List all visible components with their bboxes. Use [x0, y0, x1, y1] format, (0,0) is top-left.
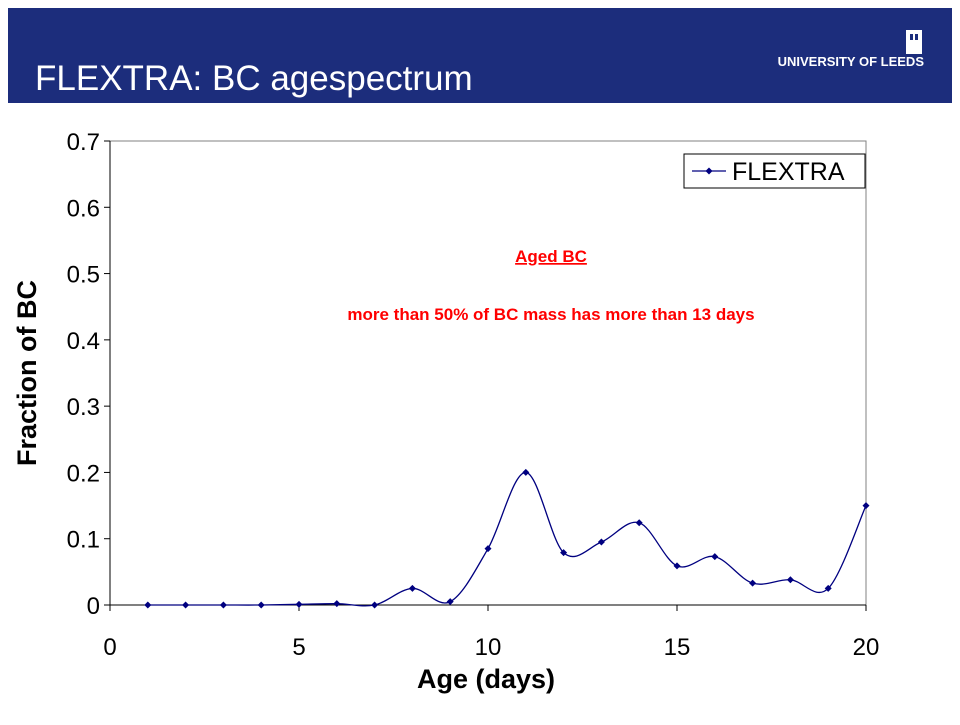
point [144, 601, 152, 609]
x-tick-label: 5 [292, 634, 305, 661]
point [824, 584, 832, 592]
x-tick-label: 15 [664, 634, 691, 661]
y-tick-label: 0.4 [67, 328, 100, 355]
point [862, 502, 870, 510]
slide-title: FLEXTRA: BC agespectrum [35, 59, 473, 98]
point [257, 601, 265, 609]
logo-icon [906, 30, 922, 54]
y-tick-label: 0 [87, 593, 100, 620]
x-tick-label: 0 [103, 634, 116, 661]
point [673, 562, 681, 570]
y-axis-title: Fraction of BC [12, 280, 42, 466]
x-tick-label: 10 [475, 634, 502, 661]
point [749, 579, 757, 587]
y-tick-label: 0.3 [67, 394, 100, 421]
point [408, 584, 416, 592]
logo-text: UNIVERSITY OF LEEDS [778, 54, 925, 69]
plot-frame [109, 140, 867, 606]
header-band [8, 8, 952, 103]
y-tick-label: 0.6 [67, 195, 100, 222]
annotation: Aged BC [515, 247, 587, 266]
point [295, 600, 303, 608]
point [522, 468, 530, 476]
point [371, 601, 379, 609]
x-axis-title: Age (days) [417, 664, 555, 694]
point [560, 549, 568, 557]
point [635, 519, 643, 527]
legend-label: FLEXTRA [732, 158, 845, 186]
y-tick-label: 0.7 [67, 129, 100, 156]
y-tick-label: 0.1 [67, 527, 100, 554]
series-line [147, 471, 867, 607]
point [786, 576, 794, 584]
point [446, 598, 454, 606]
point [597, 538, 605, 546]
point [484, 545, 492, 553]
point [333, 600, 341, 608]
y-tick-label: 0.5 [67, 262, 100, 289]
point [182, 601, 190, 609]
x-tick-label: 20 [853, 634, 880, 661]
point [711, 553, 719, 561]
y-tick-label: 0.2 [67, 460, 100, 487]
legend-marker [705, 167, 713, 175]
point [219, 601, 227, 609]
annotation: more than 50% of BC mass has more than 1… [347, 305, 754, 324]
